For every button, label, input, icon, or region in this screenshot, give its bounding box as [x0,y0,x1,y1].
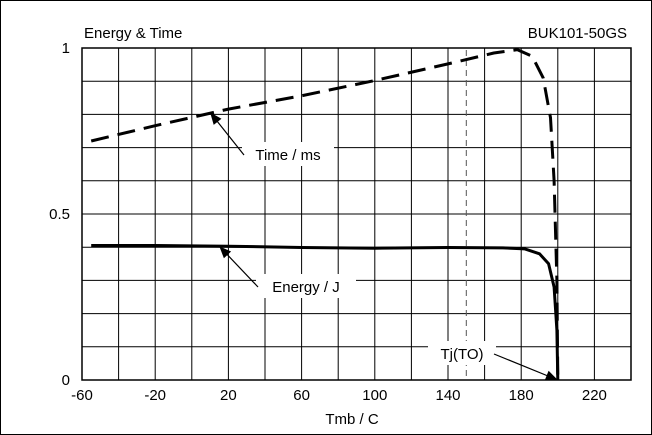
x-tick-label: 220 [582,387,607,404]
arrowhead [210,112,222,125]
annotation-background [428,341,496,365]
x-tick-label: 20 [220,387,237,404]
annotation-label: Energy / J [272,279,340,296]
y-tick-label: 0 [62,372,70,389]
x-tick-label: 60 [293,387,310,404]
annotation-label: Tj(TO) [440,346,483,363]
annotation-background [242,142,334,166]
x-tick-label: -60 [71,387,93,404]
plot-area-border [81,47,632,381]
y-tick-labels: 00.51 [49,40,70,389]
annotations: Time / ms Energy / J Tj(TO) [209,112,559,381]
series-line-energy [91,244,560,381]
y-tick-label: 0.5 [49,206,70,223]
grid [82,48,631,380]
x-tick-label: 140 [435,387,460,404]
annotation-label: Time / ms [255,147,320,164]
x-tick-labels: -60 -20 20 60 100 140 180 220 [71,387,607,404]
series-group [90,48,560,381]
arrowhead [544,370,558,381]
series-line-time [90,48,560,381]
x-tick-label: 180 [509,387,534,404]
y-tick-label: 1 [62,40,70,57]
annotation-background [256,274,356,298]
arrowhead [219,246,232,259]
x-tick-label: -20 [144,387,166,404]
part-number-label: BUK101-50GS [528,25,627,42]
x-axis-label: Tmb / C [325,411,379,428]
chart-title: Energy & Time [84,25,182,42]
x-tick-label: 100 [362,387,387,404]
